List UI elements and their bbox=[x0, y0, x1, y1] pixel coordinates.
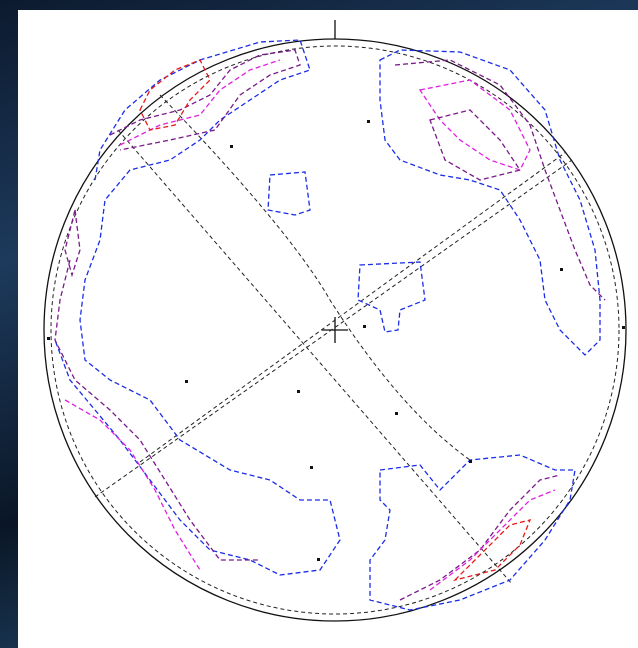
great-circle bbox=[94, 159, 573, 498]
contours bbox=[54, 39, 606, 611]
great-circle bbox=[117, 129, 513, 585]
poles bbox=[47, 120, 625, 561]
great-circle bbox=[139, 151, 567, 463]
great-circle bbox=[159, 94, 471, 461]
inner-circle bbox=[50, 45, 620, 615]
